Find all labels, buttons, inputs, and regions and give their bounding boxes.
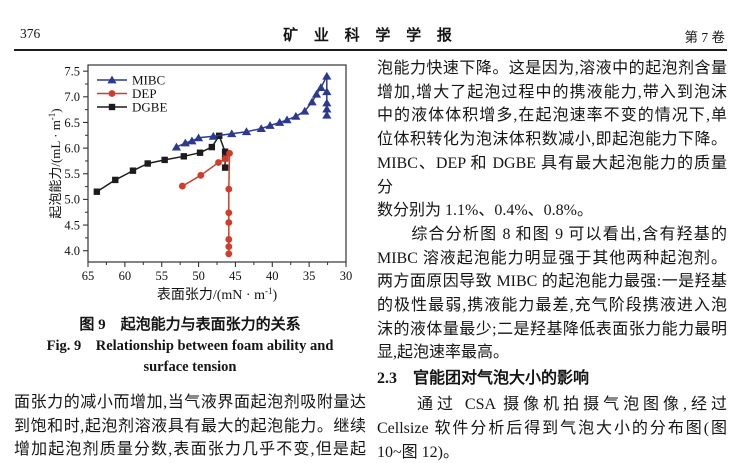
header-rule <box>14 49 727 51</box>
figure-caption-en-line2: surface tension <box>143 359 237 375</box>
series-DGBE <box>93 132 229 195</box>
text-line: 增加起泡剂质量分数,表面张力几乎不变,但是起 <box>14 441 366 459</box>
svg-text:50: 50 <box>192 269 205 283</box>
text-line: 综合分析图 8 和图 9 可以看出,含有羟基的 <box>377 225 727 243</box>
text-line: 中的液体体积增多,在起泡速率不变的情况下,单 <box>377 107 727 125</box>
text-line: 沫的液体量最少;二是羟基降低表面张力能力最明 <box>377 320 727 338</box>
text-line: 显,起泡速率最高。 <box>377 344 510 362</box>
text-line: Cellsize 软件分析后得到气泡大小的分布图(图 <box>377 419 727 437</box>
text-line: 的极性最弱,携液能力最差,充气阶段携液进入泡 <box>377 297 727 315</box>
svg-text:4.0: 4.0 <box>64 244 80 258</box>
text-line: 10~图 12)。 <box>377 443 459 461</box>
text-line: 面张力的减小而增加,当气液界面起泡剂吸附量达 <box>14 394 366 411</box>
section-heading: 2.3 官能团对气泡大小的影响 <box>377 370 590 388</box>
svg-text:表面张力/(mN · m-1): 表面张力/(mN · m-1) <box>157 286 278 303</box>
svg-text:6.0: 6.0 <box>64 141 80 155</box>
svg-text:MIBC: MIBC <box>132 73 165 88</box>
figure-caption-cn: 图 9 起泡能力与表面张力的关系 <box>79 317 301 333</box>
text-line: 数分别为 1.1%、0.4%、0.8%。 <box>377 202 593 220</box>
svg-text:60: 60 <box>119 269 132 283</box>
right-column: 泡能力快速下降。这是因为,溶液中的起泡剂含量 增加,增大了起泡过程中的携液能力,带… <box>377 57 727 463</box>
figure-caption-en-line1: Fig. 9 Relationship between foam ability… <box>46 338 334 354</box>
svg-text:7.0: 7.0 <box>64 90 80 104</box>
series-MIBC <box>171 71 332 151</box>
left-column: 65 60 55 50 45 40 35 30 表面张力/(mN · m-1) 4.0 4.5 5.0… <box>14 56 366 462</box>
x-axis: 65 60 55 50 45 40 35 30 表面张力/(mN · m-1) <box>82 262 353 303</box>
svg-text:DEP: DEP <box>132 86 157 101</box>
foam-ability-vs-surface-tension-chart: 65 60 55 50 45 40 35 30 表面张力/(mN · m-1) 4.0 4.5 5.0… <box>47 64 353 303</box>
text-line: 位体积转化为泡沫体积数减小,即起泡能力下降。 <box>377 131 727 149</box>
svg-text:65: 65 <box>82 269 95 283</box>
text-line: 通过 CSA 摄像机拍摄气泡图像,经过 <box>377 396 727 414</box>
text-line: MIBC、DEP 和 DGBE 具有最大起泡能力的质量分 <box>377 154 727 196</box>
right-paragraph-2: 综合分析图 8 和图 9 可以看出,含有羟基的 MIBC 溶液起泡能力明显强于其他… <box>377 223 727 365</box>
right-paragraph-1: 泡能力快速下降。这是因为,溶液中的起泡剂含量 增加,增大了起泡过程中的携液能力,带… <box>377 57 727 223</box>
svg-text:DGBE: DGBE <box>132 100 167 115</box>
volume-label: 第 7 卷 <box>684 30 726 45</box>
svg-text:40: 40 <box>266 269 279 283</box>
y-axis: 4.0 4.5 5.0 5.5 6.0 6.5 7.0 7.5 起泡能力/(mL · m-1) <box>47 64 88 258</box>
svg-text:45: 45 <box>229 269 242 283</box>
svg-text:7.5: 7.5 <box>64 64 80 78</box>
svg-text:6.5: 6.5 <box>64 116 80 130</box>
text-line: 到饱和时,起泡剂溶液具有最大的起泡能力。继续 <box>14 417 366 435</box>
svg-text:起泡能力/(mL · m-1): 起泡能力/(mL · m-1) <box>47 108 63 218</box>
right-paragraph-3: 通过 CSA 摄像机拍摄气泡图像,经过 Cellsize 软件分析后得到气泡大小的… <box>377 393 727 463</box>
svg-text:5.0: 5.0 <box>64 193 80 207</box>
svg-text:4.5: 4.5 <box>64 218 80 232</box>
svg-text:5.5: 5.5 <box>64 167 80 181</box>
page-number: 376 <box>20 26 41 41</box>
text-line: 增加,增大了起泡过程中的携液能力,带入到泡沫 <box>377 83 727 101</box>
left-paragraph: 面张力的减小而增加,当气液界面起泡剂吸附量达 到饱和时,起泡剂溶液具有最大的起泡能… <box>14 391 366 462</box>
svg-text:55: 55 <box>155 269 168 283</box>
text-line: 两方面原因导致 MIBC 的起泡能力最强:一是羟基 <box>377 273 727 291</box>
journal-title: 矿 业 科 学 学 报 <box>283 28 458 44</box>
text-line: MIBC 溶液起泡能力明显强于其他两种起泡剂。 <box>377 249 727 267</box>
series-DEP <box>178 149 233 258</box>
svg-text:30: 30 <box>340 269 353 283</box>
svg-text:35: 35 <box>303 269 316 283</box>
text-line: 泡能力快速下降。这是因为,溶液中的起泡剂含量 <box>377 60 727 77</box>
